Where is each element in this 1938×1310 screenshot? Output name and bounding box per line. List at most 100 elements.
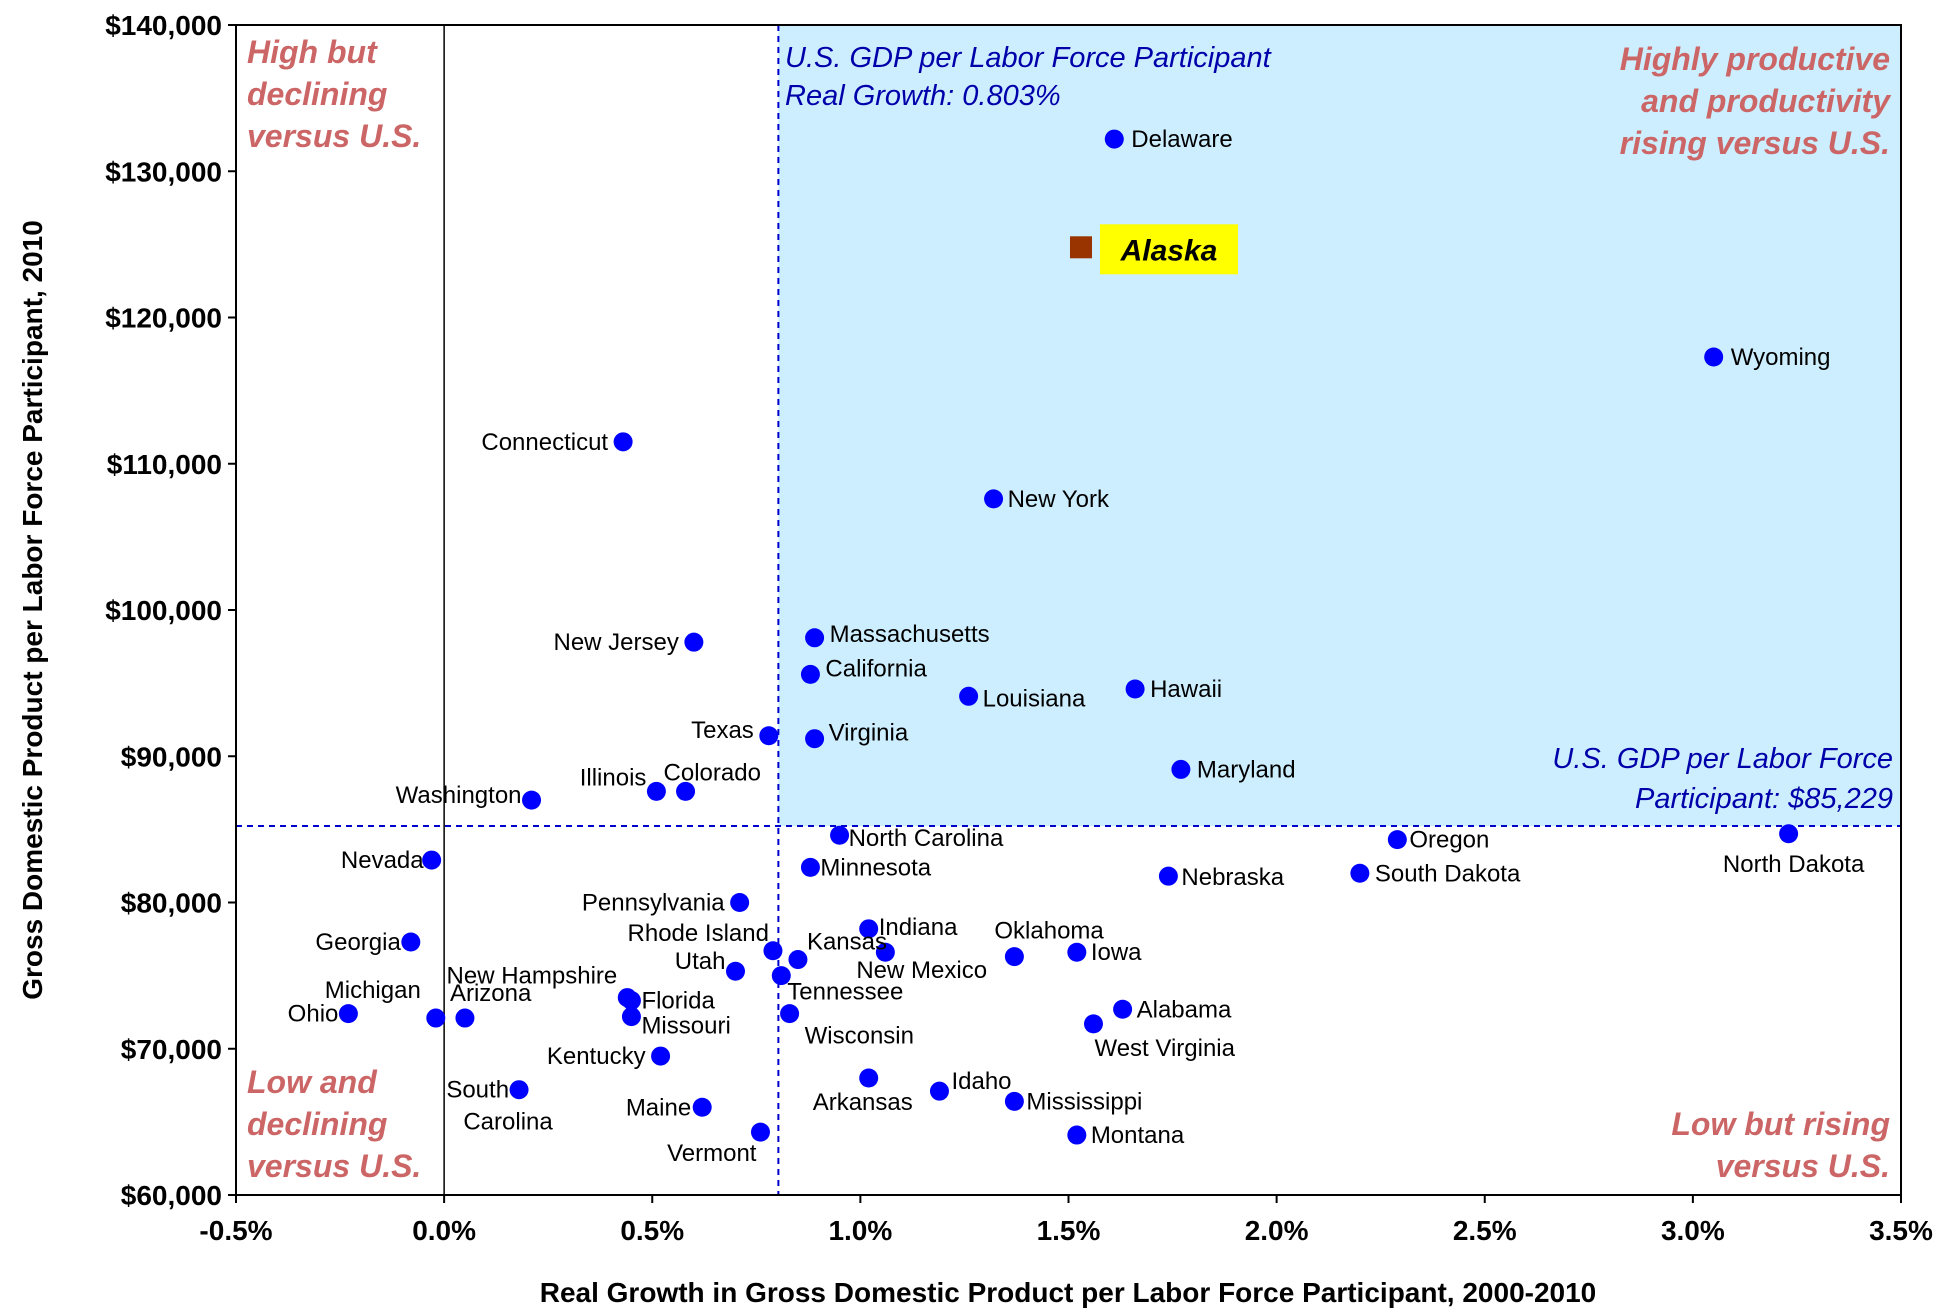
y-tick-label: $80,000 [121, 888, 222, 919]
quadrant-label-top-right: Highly productive and productivity risin… [1620, 41, 1893, 161]
label-missouri: Missouri [641, 1013, 730, 1040]
point-washington [522, 791, 541, 810]
label-washington: Washington [396, 782, 522, 809]
label-west-virginia: West Virginia [1094, 1035, 1235, 1062]
x-axis-ticks: -0.5% 0.0% 0.5% 1.0% 1.5% 2.0% 2.5% 3.0% 3.5% [199, 1195, 1933, 1246]
quadrant-label-bottom-left-line: declining [247, 1106, 387, 1142]
label-virginia: Virginia [829, 720, 909, 747]
y-tick-label: $70,000 [121, 1034, 222, 1065]
y-axis-ticks: $60,000 $70,000 $80,000 $90,000 $100,000 $110… [105, 10, 236, 1211]
point-louisiana [959, 687, 978, 706]
x-tick-label: 0.5% [620, 1215, 684, 1246]
label-massachusetts: Massachusetts [830, 621, 990, 648]
label-california: California [825, 655, 927, 682]
y-tick-label: $60,000 [121, 1180, 222, 1211]
point-california [801, 665, 820, 684]
label-indiana: Indiana [879, 914, 958, 941]
y-tick-label: $90,000 [121, 741, 222, 772]
point-virginia [805, 729, 824, 748]
point-arkansas [859, 1069, 878, 1088]
label-oklahoma: Oklahoma [994, 918, 1104, 945]
x-axis-title: Real Growth in Gross Domestic Product pe… [540, 1277, 1597, 1308]
label-north-carolina: North Carolina [849, 825, 1004, 852]
point-pennsylvania [730, 893, 749, 912]
point-kentucky [651, 1047, 670, 1066]
label-montana: Montana [1091, 1122, 1185, 1149]
label-delaware: Delaware [1131, 126, 1232, 153]
x-tick-label: 1.5% [1037, 1215, 1101, 1246]
label-georgia: Georgia [315, 929, 401, 956]
point-utah [726, 962, 745, 981]
point-montana [1067, 1126, 1086, 1145]
point-maryland [1171, 760, 1190, 779]
label-utah: Utah [675, 948, 726, 975]
point-west-virginia [1084, 1014, 1103, 1033]
point-nevada [422, 851, 441, 870]
x-tick-label: 2.0% [1245, 1215, 1309, 1246]
point-minnesota [801, 858, 820, 877]
point-hawaii [1126, 679, 1145, 698]
label-colorado: Colorado [664, 759, 761, 786]
quadrant-label-bottom-right-line: versus U.S. [1716, 1148, 1890, 1184]
label-maine: Maine [626, 1094, 691, 1121]
point-oklahoma [1005, 947, 1024, 966]
quadrant-label-top-right-line: Highly productive [1620, 41, 1890, 77]
quadrant-label-top-left-line: High but [247, 34, 378, 70]
point-maine [693, 1098, 712, 1117]
point-nebraska [1159, 867, 1178, 886]
label-maryland: Maryland [1197, 756, 1296, 783]
point-massachusetts [805, 628, 824, 647]
point-alabama [1113, 1000, 1132, 1019]
point-ohio [339, 1004, 358, 1023]
point-idaho [930, 1082, 949, 1101]
point-south-dakota [1350, 864, 1369, 883]
label-south-carolina-line2: Carolina [463, 1109, 553, 1136]
label-alabama: Alabama [1137, 996, 1232, 1023]
y-axis-title: Gross Domestic Product per Labor Force P… [17, 220, 48, 1000]
label-new-jersey: New Jersey [554, 629, 679, 656]
label-arkansas: Arkansas [813, 1089, 913, 1116]
point-oregon [1388, 830, 1407, 849]
point-vermont [751, 1123, 770, 1142]
label-nevada: Nevada [341, 847, 424, 874]
label-illinois: Illinois [580, 764, 647, 791]
quadrant-label-top-left-line: declining [247, 76, 387, 112]
x-tick-label: 0.0% [412, 1215, 476, 1246]
label-wisconsin: Wisconsin [805, 1023, 914, 1050]
label-vermont: Vermont [667, 1140, 757, 1167]
label-hawaii: Hawaii [1150, 676, 1222, 703]
label-south-carolina-line1: South [446, 1077, 509, 1104]
label-south-dakota: South Dakota [1375, 860, 1521, 887]
label-nebraska: Nebraska [1181, 864, 1284, 891]
x-tick-label: 2.5% [1453, 1215, 1517, 1246]
x-tick-label: 3.0% [1661, 1215, 1725, 1246]
label-tennessee: Tennessee [787, 979, 903, 1006]
quadrant-label-top-right-line: and productivity [1641, 83, 1892, 119]
point-georgia [401, 932, 420, 951]
quadrant-label-bottom-right-line: Low but rising [1671, 1106, 1890, 1142]
x-tick-label: -0.5% [199, 1215, 272, 1246]
label-wyoming: Wyoming [1731, 344, 1831, 371]
y-tick-label: $120,000 [105, 303, 222, 334]
point-texas [759, 726, 778, 745]
alaska-marker [1070, 236, 1092, 258]
label-michigan: Michigan [325, 977, 421, 1004]
alaska-label: Alaska [1120, 234, 1218, 267]
quadrant-label-top-right-line: rising versus U.S. [1620, 125, 1890, 161]
label-connecticut: Connecticut [481, 429, 608, 456]
label-ohio: Ohio [288, 1001, 339, 1028]
label-florida: Florida [641, 987, 715, 1014]
us-gdp-reference-label-line: U.S. GDP per Labor Force [1552, 743, 1893, 775]
quadrant-label-bottom-left-line: Low and [247, 1064, 378, 1100]
label-kansas: Kansas [807, 929, 887, 956]
point-arizona [455, 1009, 474, 1028]
x-tick-label: 3.5% [1869, 1215, 1933, 1246]
point-new-york [984, 489, 1003, 508]
label-pennsylvania: Pennsylvania [582, 890, 725, 917]
label-minnesota: Minnesota [820, 854, 931, 881]
point-delaware [1105, 130, 1124, 149]
us-growth-reference-label-line: Real Growth: 0.803% [785, 80, 1061, 112]
label-idaho: Idaho [951, 1068, 1011, 1095]
y-tick-label: $140,000 [105, 10, 222, 41]
label-rhode-island: Rhode Island [628, 920, 769, 947]
